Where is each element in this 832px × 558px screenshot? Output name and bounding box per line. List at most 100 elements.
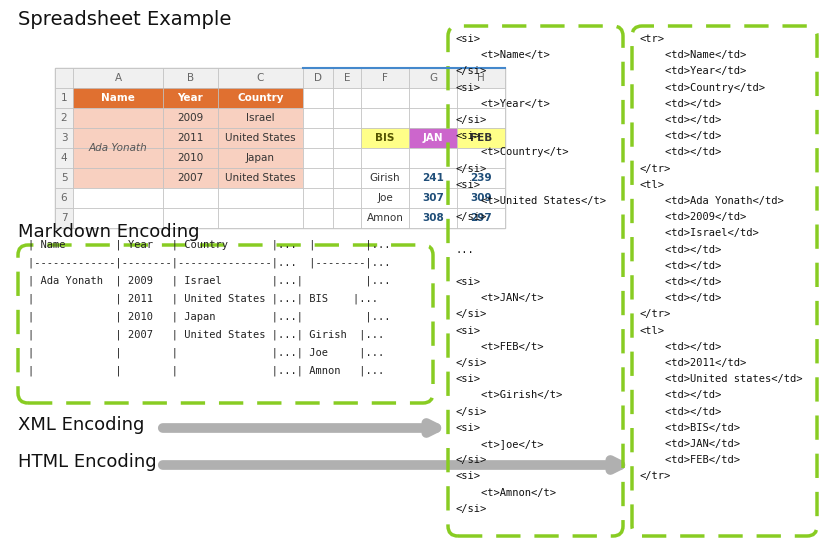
Bar (409, 188, 457, 208)
Text: <td>Ada Yonath</td>: <td>Ada Yonath</td> (640, 196, 784, 206)
Bar (303, 128, 333, 148)
Text: Spreadsheet Example: Spreadsheet Example (18, 10, 231, 29)
Text: Japan: Japan (246, 153, 275, 163)
Bar (55, 68, 73, 88)
Bar (163, 128, 218, 148)
Bar (73, 168, 163, 188)
Bar (73, 208, 163, 228)
Text: <t>Country</t>: <t>Country</t> (456, 147, 568, 157)
Text: |             |        |               |...| Amnon   |...: | | | |...| Amnon |... (28, 366, 384, 377)
Text: <t>FEB</t>: <t>FEB</t> (456, 342, 543, 352)
Bar (361, 188, 409, 208)
Bar (303, 168, 333, 188)
Bar (303, 108, 333, 128)
Text: Israel: Israel (246, 113, 275, 123)
Text: HTML Encoding: HTML Encoding (18, 453, 156, 471)
Text: <si>: <si> (456, 83, 481, 93)
Bar (163, 88, 218, 108)
Text: Country: Country (237, 93, 284, 103)
Text: 2: 2 (61, 113, 67, 123)
Bar (55, 148, 73, 168)
Text: 2011: 2011 (177, 133, 204, 143)
Text: XML Encoding: XML Encoding (18, 416, 145, 434)
Bar (303, 148, 333, 168)
Text: <si>: <si> (456, 131, 481, 141)
Bar (218, 168, 303, 188)
Bar (303, 208, 333, 228)
Text: Ada Yonath: Ada Yonath (89, 143, 147, 153)
Bar (73, 108, 163, 128)
Bar (218, 188, 303, 208)
Text: </si>: </si> (456, 407, 488, 417)
Text: <td></td>: <td></td> (640, 277, 721, 287)
Bar (218, 88, 303, 108)
Text: United States: United States (225, 173, 296, 183)
Bar (361, 208, 409, 228)
Text: ...: ... (456, 244, 475, 254)
Bar (163, 188, 218, 208)
Bar (409, 128, 457, 148)
Text: BIS: BIS (375, 133, 394, 143)
Text: <tr>: <tr> (640, 34, 665, 44)
Bar (361, 68, 409, 88)
Text: A: A (115, 73, 121, 83)
Text: 1: 1 (61, 93, 67, 103)
Text: </tr>: </tr> (640, 163, 671, 174)
Bar (303, 68, 333, 88)
Bar (333, 128, 361, 148)
Text: 241: 241 (422, 173, 444, 183)
Text: <td>Country</td>: <td>Country</td> (640, 83, 765, 93)
Bar (333, 208, 361, 228)
Text: | Name        | Year   | Country       |...  |        |...: | Name | Year | Country |... | |... (28, 240, 390, 251)
Bar (163, 148, 218, 168)
Bar (457, 168, 505, 188)
Bar (73, 128, 163, 148)
Bar (73, 68, 163, 88)
Bar (409, 148, 457, 168)
Bar (163, 68, 218, 88)
Bar (218, 128, 303, 148)
Text: H: H (477, 73, 485, 83)
Bar (218, 108, 303, 128)
Text: <td></td>: <td></td> (640, 147, 721, 157)
Bar (333, 168, 361, 188)
Text: <si>: <si> (456, 423, 481, 433)
Bar (218, 68, 303, 88)
Text: FEB: FEB (470, 133, 492, 143)
Text: Markdown Encoding: Markdown Encoding (18, 223, 200, 241)
Text: 297: 297 (470, 213, 492, 223)
Text: <t>United States</t>: <t>United States</t> (456, 196, 606, 206)
Text: <t>Girish</t>: <t>Girish</t> (456, 391, 562, 401)
Text: <td></td>: <td></td> (640, 261, 721, 271)
Bar (457, 188, 505, 208)
Bar (409, 168, 457, 188)
Text: F: F (382, 73, 388, 83)
Text: |             | 2011   | United States |...| BIS    |...: | | 2011 | United States |...| BIS |... (28, 294, 378, 305)
Bar (163, 108, 218, 128)
Text: </si>: </si> (456, 115, 488, 125)
Text: 309: 309 (470, 193, 492, 203)
Bar (409, 108, 457, 128)
Text: 3: 3 (61, 133, 67, 143)
Text: |             | 2007   | United States |...| Girish  |...: | | 2007 | United States |...| Girish |.… (28, 330, 384, 340)
Text: <td>JAN</td>: <td>JAN</td> (640, 439, 740, 449)
Text: B: B (187, 73, 194, 83)
Text: 308: 308 (422, 213, 444, 223)
Bar (218, 208, 303, 228)
Bar (55, 108, 73, 128)
Text: <t>JAN</t>: <t>JAN</t> (456, 293, 543, 303)
Text: </tr>: </tr> (640, 472, 671, 482)
Bar (333, 188, 361, 208)
Text: <si>: <si> (456, 180, 481, 190)
Bar (361, 128, 409, 148)
Text: Year: Year (177, 93, 203, 103)
Text: |-------------|--------|---------------|...  |--------|...: |-------------|--------|---------------|… (28, 258, 390, 268)
Text: <tl>: <tl> (640, 326, 665, 335)
Text: United States: United States (225, 133, 296, 143)
Text: <td></td>: <td></td> (640, 293, 721, 303)
Text: <si>: <si> (456, 326, 481, 335)
Text: | Ada Yonath  | 2009   | Israel        |...|          |...: | Ada Yonath | 2009 | Israel |...| |... (28, 276, 390, 286)
Text: 2007: 2007 (177, 173, 204, 183)
Bar (55, 88, 73, 108)
Text: <td>Name</td>: <td>Name</td> (640, 50, 746, 60)
